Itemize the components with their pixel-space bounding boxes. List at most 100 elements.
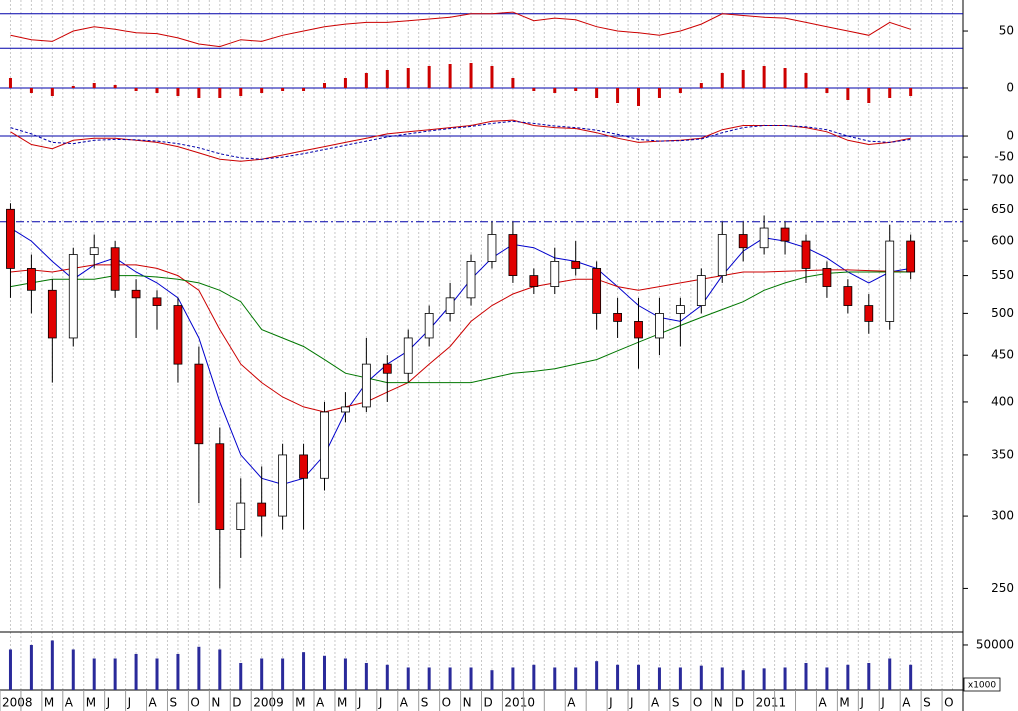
bar [657,667,661,690]
bar [720,73,724,88]
bar [804,73,808,88]
bar [92,658,96,690]
y-tick-label: 300 [991,509,1014,523]
y-tick-label: 50000 [976,637,1014,651]
candle-body [717,234,727,276]
bar [574,88,578,91]
bar [50,88,54,96]
candle-body [236,502,246,530]
bar [532,88,536,91]
x-tick-label: O [944,696,953,710]
indicator-line [10,120,911,160]
x-tick-label: M [839,696,849,710]
candle-body [822,268,832,287]
bar [553,88,557,93]
y-tick-label: -50 [994,150,1014,164]
y-tick-label: 500 [991,306,1014,320]
bar [511,78,515,88]
x-tick-label: S [421,696,429,710]
candle-body [403,337,413,374]
bar [281,88,285,91]
bar [741,70,745,88]
x-tick-label: S [169,696,177,710]
candle-body [634,321,643,339]
x-tick-label: J [608,696,613,710]
bar [867,662,871,690]
candle-body [613,313,622,322]
unit-label: x1000 [968,681,997,691]
x-tick-label: 2008 [2,696,33,710]
bar [406,68,410,88]
bar [469,667,473,690]
candle-body [131,289,141,299]
candle-body [550,261,560,287]
y-tick-label: 0 [1006,129,1014,143]
x-tick-label: D [232,696,241,710]
y-tick-label: 350 [991,447,1014,461]
bar [302,652,306,690]
bar [113,658,117,690]
bar [678,88,682,93]
candle-body [27,268,36,291]
y-tick-label: 50 [999,24,1014,38]
x-tick-label: N [211,696,220,710]
candle-body [68,254,78,339]
y-tick-label: 250 [991,581,1014,595]
bar [637,88,641,106]
bar [699,83,703,88]
bar [29,644,33,690]
candle-body [655,313,664,339]
y-tick-label: 550 [991,268,1014,282]
bar [574,667,578,690]
y-tick-label: 400 [991,394,1014,408]
bar [176,88,180,96]
bar [406,667,410,690]
x-tick-label: D [735,696,744,710]
bar [825,88,829,93]
bar [260,658,264,690]
candle-body [445,297,455,314]
y-tick-label: 450 [991,348,1014,362]
bar [720,667,724,690]
bar [218,649,222,690]
bar [804,662,808,690]
bar [134,88,138,91]
bar [197,88,201,98]
bar [532,664,536,690]
bar [8,78,12,88]
bar [427,667,431,690]
x-tick-label: M [295,696,305,710]
y-tick-label: 0 [1006,81,1014,95]
bar [50,640,54,690]
x-tick-label: J [859,696,864,710]
y-tick-label: 650 [991,202,1014,216]
bar [155,658,159,690]
bar [448,667,452,690]
bar [783,68,787,88]
bar [364,662,368,690]
y-tick-label: 600 [991,234,1014,248]
x-tick-label: A [651,696,660,710]
x-tick-label: 2010 [504,696,535,710]
x-tick-label: N [714,696,723,710]
bar [762,668,766,690]
candle-body [194,363,204,445]
bar [134,653,138,690]
bar [155,88,159,93]
candle-body [571,261,581,269]
bar [762,66,766,88]
x-tick-label: A [902,696,911,710]
bar [29,88,33,93]
y-tick-label: 700 [991,172,1014,186]
candle-body [738,234,748,249]
x-tick-label: J [127,696,132,710]
bar [888,658,892,690]
candle-body [864,305,874,322]
candle-body [173,305,183,365]
x-tick-label: A [149,696,158,710]
candle-body [361,363,371,408]
candle-body [341,406,350,413]
x-tick-label: S [923,696,931,710]
bar [490,66,494,88]
